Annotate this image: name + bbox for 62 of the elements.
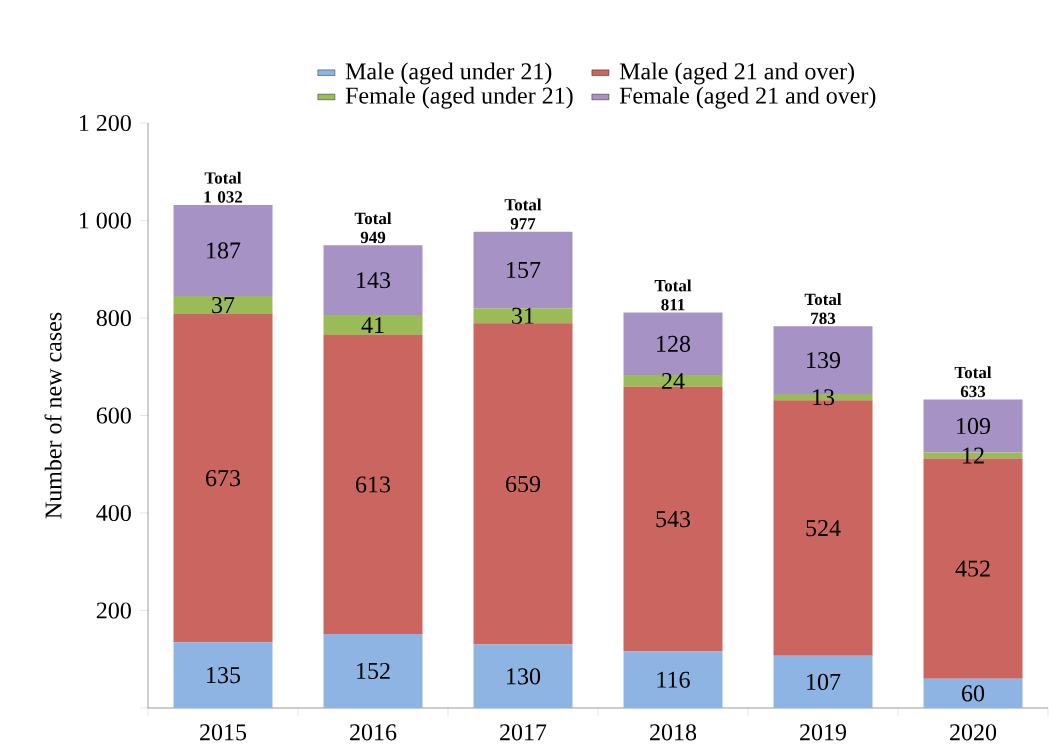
legend-label: Male (aged 21 and over) — [619, 62, 854, 85]
bar — [173, 642, 273, 708]
data-label: 130 — [507, 668, 541, 685]
x-tick-label: 2018 — [650, 724, 697, 741]
y-tick-label: 800 — [96, 309, 131, 327]
total-label: Total 811 — [654, 279, 692, 311]
y-axis-title: Number of new cases — [44, 312, 62, 519]
data-label: 673 — [206, 470, 241, 487]
bar — [173, 296, 273, 315]
data-label: 24 — [662, 372, 685, 389]
data-label: 128 — [657, 335, 691, 352]
total-label: Total 783 — [804, 293, 842, 325]
data-label: 31 — [512, 307, 534, 324]
bar — [323, 245, 423, 316]
bar — [623, 375, 723, 387]
bar — [323, 315, 423, 336]
data-label: 152 — [357, 662, 390, 679]
data-label: 524 — [806, 520, 841, 537]
y-tick-label: 400 — [96, 504, 131, 522]
x-tick-label: 2016 — [350, 724, 397, 741]
total-label: Total 1 032 — [204, 171, 243, 203]
data-label: 37 — [212, 297, 235, 314]
bar — [323, 633, 423, 708]
bar — [173, 314, 273, 643]
data-label: 107 — [807, 673, 841, 690]
legend-label: Female (aged under 21) — [345, 86, 573, 109]
bar — [923, 678, 1023, 708]
data-label: 543 — [656, 511, 691, 528]
data-label: 12 — [963, 447, 984, 464]
y-tick-label: 1 000 — [79, 212, 131, 229]
y-tick-label: 1 200 — [79, 114, 131, 132]
bar — [773, 655, 873, 708]
data-label: 109 — [957, 417, 991, 435]
bar — [473, 323, 573, 645]
y-tick-label: 200 — [96, 602, 131, 619]
bar — [623, 651, 723, 708]
data-label: 116 — [657, 671, 690, 688]
bar — [473, 644, 573, 708]
data-label: 452 — [955, 560, 990, 577]
x-tick-label: 2020 — [950, 724, 997, 741]
bar — [173, 204, 273, 297]
y-tick-label: 600 — [96, 407, 131, 424]
legend-label: Female (aged 21 and over) — [619, 86, 876, 109]
data-label: 139 — [807, 352, 841, 369]
total-label: Total 633 — [954, 366, 992, 398]
data-label: 143 — [357, 272, 391, 289]
x-tick-label: 2015 — [200, 724, 247, 741]
data-label: 659 — [506, 475, 541, 493]
x-tick-label: 2017 — [500, 724, 547, 741]
x-tick-label: 2019 — [800, 724, 847, 741]
total-label: Total 977 — [504, 198, 542, 230]
data-label: 187 — [207, 242, 241, 259]
bar — [473, 231, 573, 309]
data-label: 41 — [361, 317, 384, 333]
data-label: 157 — [507, 261, 541, 279]
data-label: 613 — [356, 476, 391, 493]
bar — [473, 308, 573, 324]
bar — [323, 335, 423, 634]
total-label: Total 949 — [354, 212, 392, 244]
legend-label: Male (aged under 21) — [345, 62, 552, 85]
data-label: 135 — [207, 667, 241, 684]
data-label: 60 — [962, 685, 985, 702]
